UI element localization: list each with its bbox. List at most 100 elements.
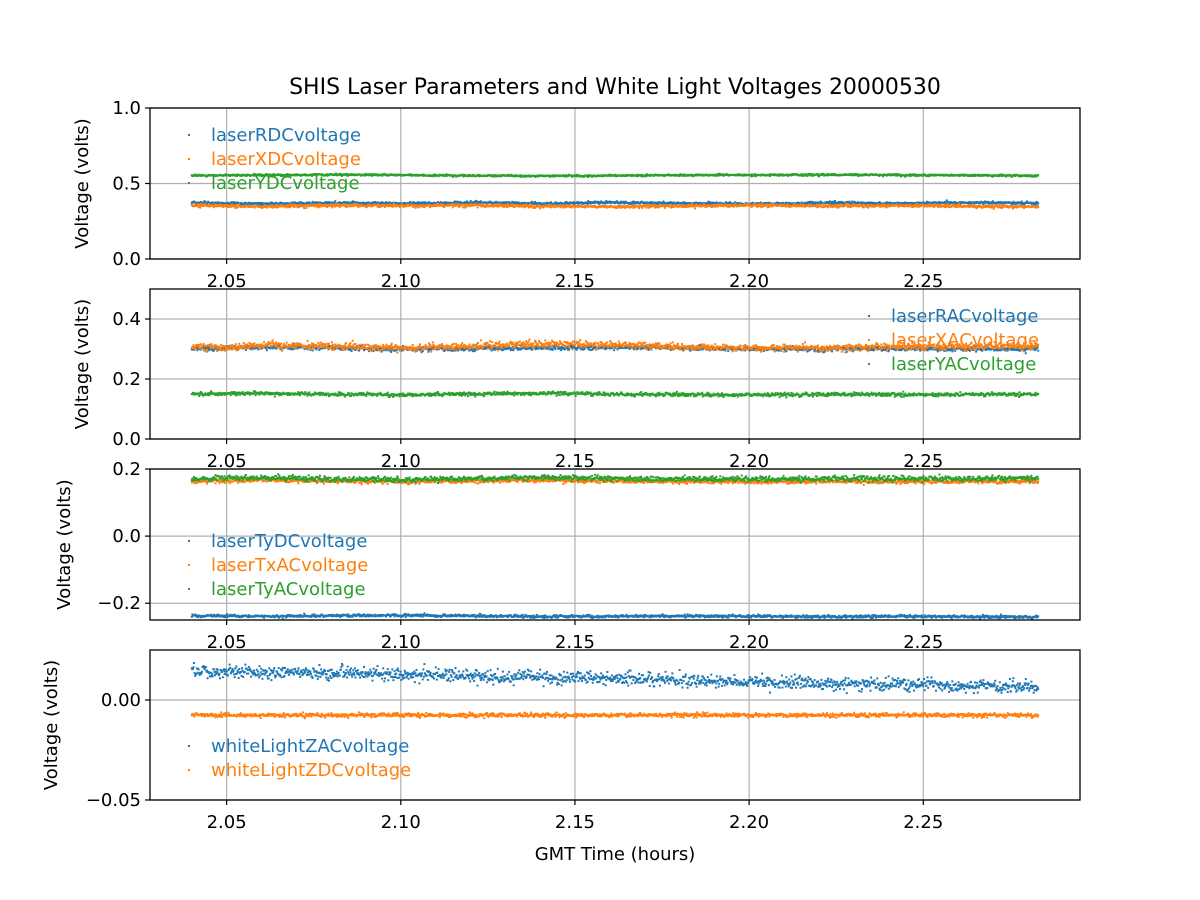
data-point [990, 204, 993, 207]
data-point [924, 173, 927, 176]
legend-label: laserRDCvoltage [211, 125, 361, 146]
data-point [395, 205, 398, 208]
data-point [1019, 175, 1022, 178]
data-point [605, 206, 608, 209]
data-point [524, 202, 527, 205]
data-point [945, 205, 948, 208]
data-point [315, 174, 318, 177]
data-point [927, 205, 930, 208]
data-point [963, 173, 966, 176]
data-point [936, 204, 939, 207]
data-point [369, 204, 372, 207]
data-point [250, 202, 253, 205]
data-point [427, 201, 430, 204]
data-point [927, 175, 930, 178]
data-point [416, 201, 419, 204]
data-point [600, 200, 603, 203]
data-point [857, 174, 860, 177]
data-point [671, 203, 674, 206]
data-point [1021, 203, 1024, 206]
data-point [245, 202, 247, 205]
data-point [883, 205, 886, 208]
data-point [999, 173, 1002, 176]
data-point [667, 202, 670, 205]
data-point [757, 202, 760, 205]
data-point [346, 173, 349, 176]
data-point [295, 204, 298, 207]
data-point [486, 203, 489, 206]
data-point [835, 206, 838, 209]
data-point [353, 200, 356, 203]
data-point [841, 202, 844, 205]
data-point [581, 202, 584, 205]
data-point [969, 204, 972, 207]
data-point [673, 201, 676, 204]
data-point [884, 204, 887, 207]
data-point [889, 205, 892, 208]
data-point [382, 346, 385, 349]
data-point [211, 201, 214, 204]
data-point [816, 203, 819, 206]
data-point [399, 206, 402, 209]
data-point [464, 206, 467, 209]
data-point [558, 204, 561, 207]
data-point [461, 206, 464, 209]
data-point [691, 174, 694, 176]
data-point [699, 204, 702, 207]
data-point [300, 201, 303, 204]
data-point [527, 205, 530, 208]
data-point [633, 203, 636, 206]
data-point [363, 173, 366, 176]
data-point [260, 175, 263, 178]
data-point [589, 201, 592, 204]
data-point [683, 204, 686, 207]
data-point [748, 202, 751, 205]
data-point [528, 205, 531, 208]
data-point [246, 174, 249, 177]
data-point [259, 174, 262, 177]
data-point [752, 204, 755, 207]
data-point [554, 201, 557, 204]
data-point [1000, 205, 1003, 208]
data-point [404, 202, 407, 205]
data-point [719, 204, 722, 207]
x-tick-label: 2.05 [207, 271, 247, 292]
data-point [260, 203, 263, 206]
data-point [391, 204, 394, 207]
data-point [1034, 203, 1037, 206]
data-point [313, 205, 316, 208]
data-point [647, 206, 650, 209]
data-point [567, 205, 570, 208]
data-point [276, 206, 279, 209]
data-point [845, 200, 848, 203]
data-point [458, 203, 461, 206]
data-point [749, 174, 752, 177]
data-point [632, 204, 635, 207]
data-point [353, 202, 356, 205]
data-point [212, 201, 215, 204]
data-point [1034, 174, 1037, 177]
data-point [456, 202, 459, 205]
data-point [835, 201, 838, 204]
data-point [507, 203, 509, 206]
data-point [728, 203, 731, 206]
data-point [358, 203, 361, 206]
data-point [652, 203, 655, 206]
data-point [999, 201, 1002, 204]
data-point [807, 201, 810, 204]
data-point [672, 201, 675, 204]
data-point [471, 175, 474, 178]
data-point [771, 205, 774, 208]
data-point [291, 348, 294, 351]
data-point [378, 203, 381, 206]
data-point [256, 204, 259, 207]
data-point [908, 174, 911, 177]
data-point [369, 347, 372, 350]
data-point [687, 201, 690, 204]
data-point [717, 204, 720, 207]
data-point [575, 175, 578, 178]
data-point [657, 204, 660, 207]
data-point [926, 205, 929, 208]
data-point [1013, 204, 1016, 207]
